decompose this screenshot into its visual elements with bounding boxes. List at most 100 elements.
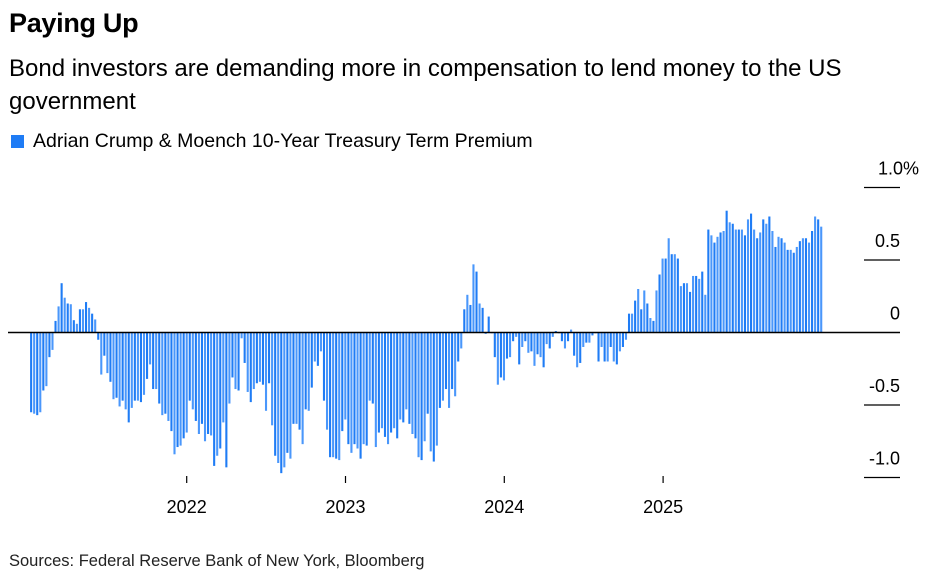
bar xyxy=(643,290,646,333)
bar xyxy=(347,332,350,445)
bar xyxy=(585,332,588,343)
bar xyxy=(280,332,283,474)
bar xyxy=(146,332,149,379)
bar xyxy=(45,332,48,387)
bar xyxy=(469,304,472,333)
bar xyxy=(335,332,338,459)
bar xyxy=(304,332,307,410)
bar xyxy=(374,332,377,448)
bar xyxy=(60,283,63,333)
bar xyxy=(325,332,329,430)
bar xyxy=(777,236,780,333)
bar xyxy=(713,242,716,333)
bar xyxy=(698,278,701,333)
bar xyxy=(57,306,60,333)
bar xyxy=(591,332,594,336)
bar xyxy=(197,332,200,434)
bar xyxy=(63,297,66,333)
bar xyxy=(814,216,817,333)
bar xyxy=(667,238,670,333)
bar xyxy=(246,332,249,392)
bar xyxy=(161,332,164,416)
bar xyxy=(545,332,548,345)
bar xyxy=(466,294,469,333)
bar xyxy=(646,303,649,333)
bar xyxy=(185,332,188,433)
bar xyxy=(530,332,533,352)
bar xyxy=(750,213,753,333)
bar xyxy=(200,332,204,424)
bar xyxy=(509,332,512,358)
bar xyxy=(533,332,536,366)
bar xyxy=(109,332,112,382)
bar xyxy=(731,223,734,333)
bar xyxy=(75,323,78,333)
bar xyxy=(551,332,554,337)
bar xyxy=(136,332,139,401)
bar xyxy=(707,229,710,333)
bar xyxy=(423,332,426,442)
bar xyxy=(820,226,823,333)
bar xyxy=(685,283,689,333)
bar xyxy=(637,289,640,333)
bar xyxy=(78,309,81,333)
bar xyxy=(210,332,213,436)
bar xyxy=(255,332,258,384)
bar xyxy=(164,332,167,414)
bar xyxy=(438,332,441,408)
bar xyxy=(219,332,222,449)
bar xyxy=(621,332,624,347)
bar xyxy=(261,332,265,385)
bar xyxy=(295,332,298,424)
bar xyxy=(329,332,332,458)
bar xyxy=(359,332,362,459)
bar xyxy=(631,313,634,333)
bar xyxy=(350,332,353,453)
bar xyxy=(670,254,673,333)
bar xyxy=(106,332,109,374)
bar xyxy=(743,235,746,333)
bar xyxy=(792,252,795,333)
x-tick-label: 2025 xyxy=(643,497,683,517)
bar xyxy=(493,332,496,358)
bar xyxy=(30,332,33,413)
bar xyxy=(704,294,707,333)
bar xyxy=(353,332,356,445)
bar xyxy=(231,332,234,378)
x-tick-label: 2023 xyxy=(325,497,365,517)
bar xyxy=(319,332,322,352)
bar xyxy=(499,332,502,378)
bar xyxy=(103,332,106,356)
bar xyxy=(167,332,170,421)
bar xyxy=(661,258,664,333)
bar xyxy=(152,332,155,390)
y-tick-label: 1.0% xyxy=(878,159,919,179)
bar xyxy=(121,332,124,401)
bar xyxy=(804,238,808,333)
bar xyxy=(368,332,371,401)
bar xyxy=(762,219,765,333)
y-tick-label: -1.0 xyxy=(869,449,900,469)
bar xyxy=(615,332,618,365)
bar xyxy=(252,332,255,390)
bar xyxy=(664,258,667,333)
bar xyxy=(371,332,374,404)
bar xyxy=(377,332,380,433)
bar xyxy=(420,332,423,461)
bar xyxy=(298,332,301,430)
bar xyxy=(807,242,811,333)
source-note: Sources: Federal Reserve Bank of New Yor… xyxy=(9,552,425,570)
bar xyxy=(725,210,728,333)
bar xyxy=(734,229,737,333)
bar xyxy=(258,332,261,382)
bar xyxy=(658,274,661,333)
bar xyxy=(536,332,539,355)
bar xyxy=(408,332,411,424)
bar xyxy=(539,332,542,358)
bar xyxy=(69,304,72,333)
bar xyxy=(426,332,429,414)
bar xyxy=(573,332,576,356)
bar xyxy=(457,332,460,362)
bar xyxy=(463,309,466,333)
y-tick-label: -0.5 xyxy=(869,376,900,396)
